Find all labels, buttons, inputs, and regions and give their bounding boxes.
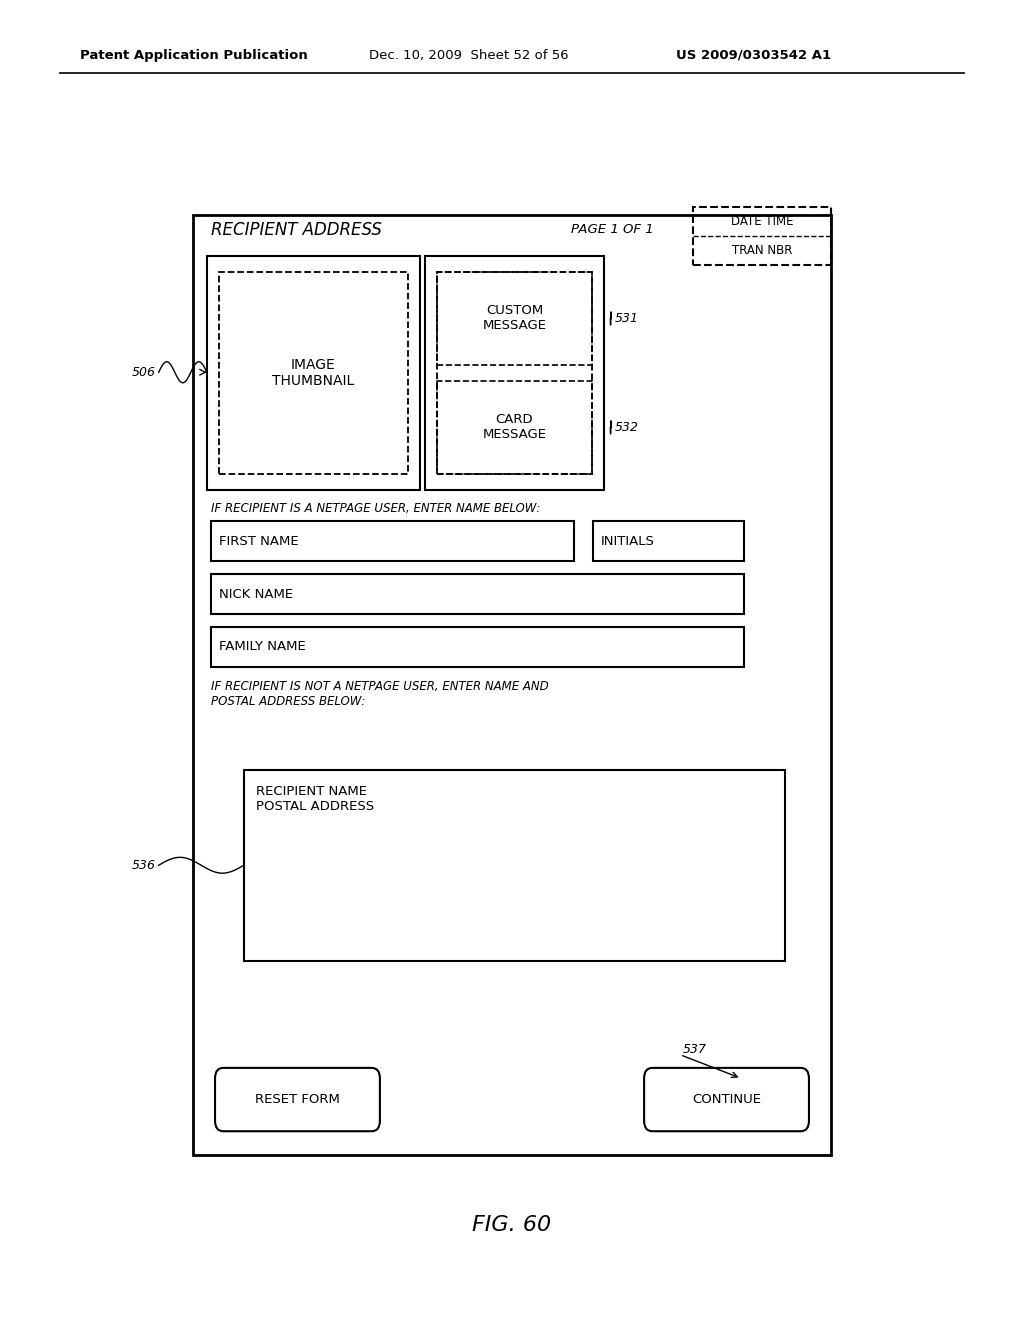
Text: Patent Application Publication: Patent Application Publication bbox=[80, 49, 307, 62]
Text: Dec. 10, 2009  Sheet 52 of 56: Dec. 10, 2009 Sheet 52 of 56 bbox=[369, 49, 568, 62]
Text: 532: 532 bbox=[614, 421, 638, 434]
Text: NICK NAME: NICK NAME bbox=[219, 587, 293, 601]
Bar bbox=[593, 521, 744, 561]
Text: IF RECIPIENT IS NOT A NETPAGE USER, ENTER NAME AND
POSTAL ADDRESS BELOW:: IF RECIPIENT IS NOT A NETPAGE USER, ENTE… bbox=[211, 680, 549, 708]
Text: FAMILY NAME: FAMILY NAME bbox=[219, 640, 306, 653]
Text: TRAN NBR: TRAN NBR bbox=[732, 244, 793, 257]
Bar bbox=[211, 574, 744, 614]
Bar bbox=[219, 272, 408, 474]
Text: 537: 537 bbox=[683, 1043, 707, 1056]
Bar bbox=[437, 380, 592, 474]
Bar bbox=[425, 256, 604, 490]
Text: RESET FORM: RESET FORM bbox=[255, 1093, 340, 1106]
Bar bbox=[193, 215, 831, 1155]
Text: IMAGE
THUMBNAIL: IMAGE THUMBNAIL bbox=[272, 358, 354, 388]
Text: RECIPIENT ADDRESS: RECIPIENT ADDRESS bbox=[211, 220, 382, 239]
Text: INITIALS: INITIALS bbox=[601, 535, 655, 548]
Text: DATE TIME: DATE TIME bbox=[731, 215, 794, 228]
Bar bbox=[211, 627, 744, 667]
Text: CUSTOM
MESSAGE: CUSTOM MESSAGE bbox=[482, 305, 547, 333]
Bar bbox=[244, 770, 785, 961]
Text: PAGE 1 OF 1: PAGE 1 OF 1 bbox=[571, 223, 654, 236]
Bar bbox=[437, 272, 592, 364]
Text: 531: 531 bbox=[614, 312, 638, 325]
Text: FIRST NAME: FIRST NAME bbox=[219, 535, 299, 548]
Text: RECIPIENT NAME
POSTAL ADDRESS: RECIPIENT NAME POSTAL ADDRESS bbox=[256, 785, 374, 813]
Bar bbox=[207, 256, 420, 490]
Text: US 2009/0303542 A1: US 2009/0303542 A1 bbox=[676, 49, 830, 62]
Text: CONTINUE: CONTINUE bbox=[692, 1093, 761, 1106]
Text: 506: 506 bbox=[132, 366, 156, 379]
Bar bbox=[693, 207, 831, 265]
Text: IF RECIPIENT IS A NETPAGE USER, ENTER NAME BELOW:: IF RECIPIENT IS A NETPAGE USER, ENTER NA… bbox=[211, 502, 541, 515]
Bar bbox=[211, 521, 574, 561]
Text: CARD
MESSAGE: CARD MESSAGE bbox=[482, 413, 547, 441]
Bar bbox=[437, 272, 592, 474]
Text: FIG. 60: FIG. 60 bbox=[472, 1214, 552, 1236]
Text: 536: 536 bbox=[132, 859, 156, 871]
